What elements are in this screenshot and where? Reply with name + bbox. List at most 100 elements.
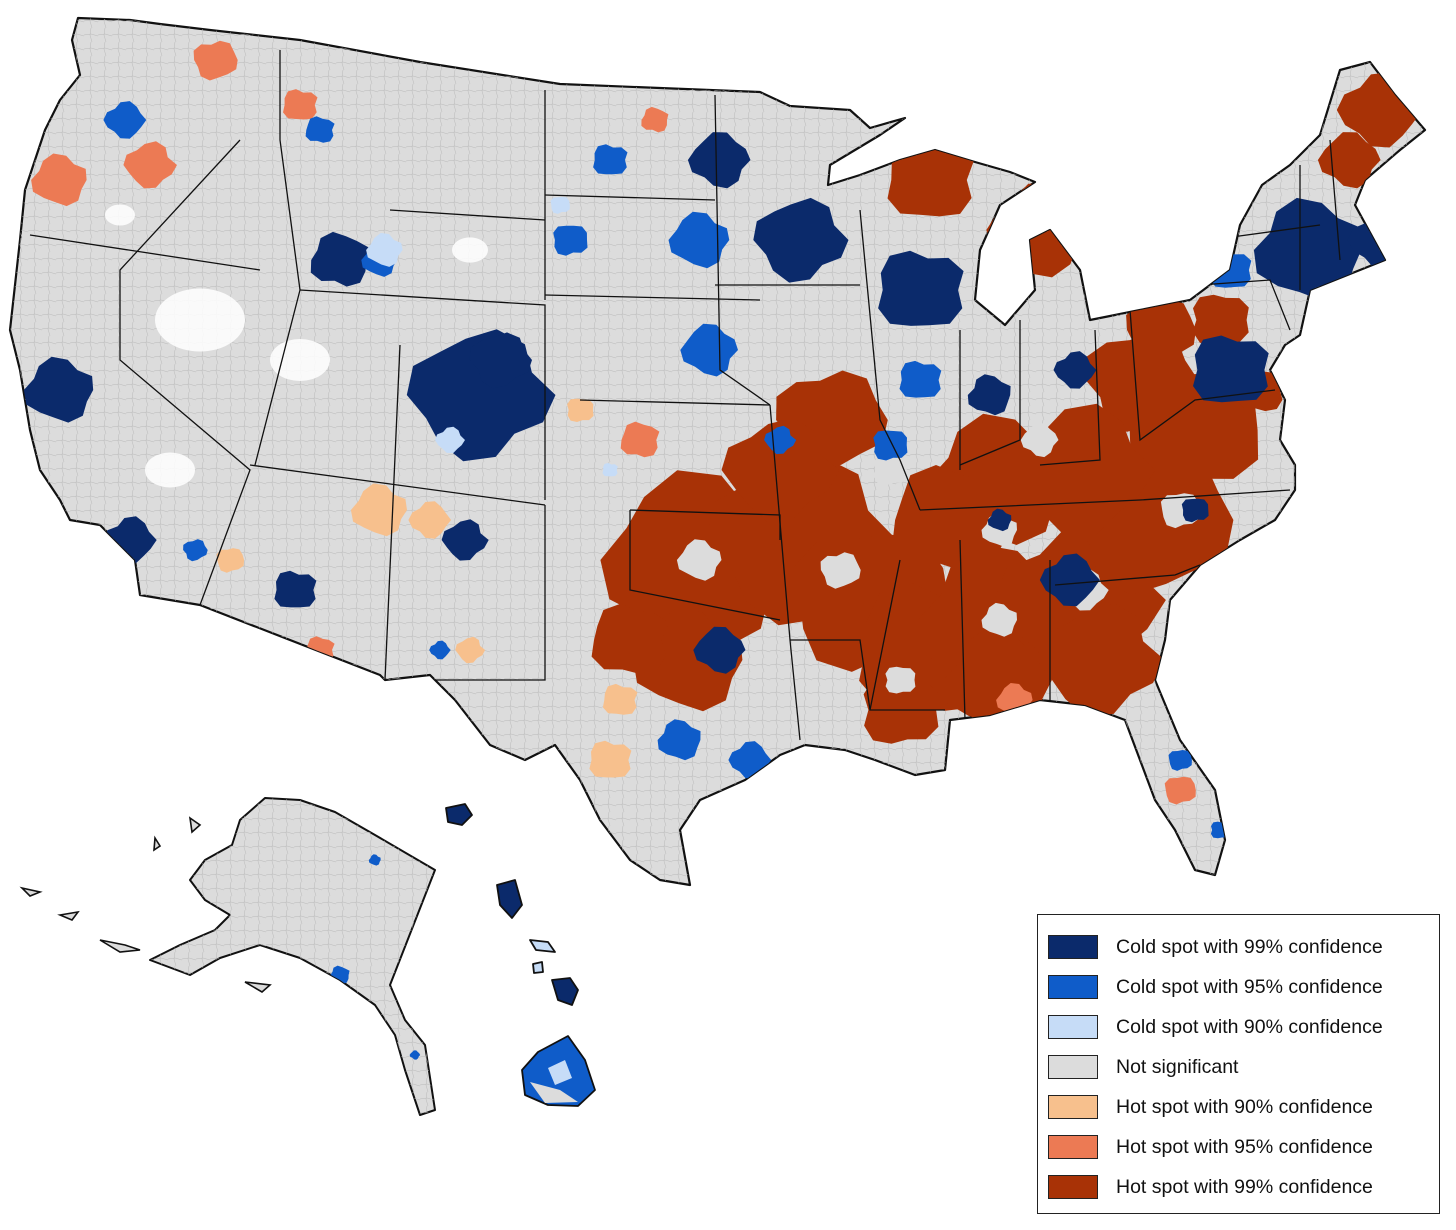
cluster-cold95 — [873, 430, 908, 461]
cluster-cold99 — [753, 197, 849, 283]
cluster-cold99 — [967, 374, 1011, 416]
hawaii-kauai — [445, 803, 473, 826]
cluster-cold90 — [434, 426, 465, 453]
no-data-area — [105, 204, 135, 226]
cluster-cold90 — [550, 196, 570, 214]
cluster-ns — [873, 455, 908, 486]
cluster-hot95 — [283, 89, 318, 120]
cluster-hot90 — [602, 683, 638, 715]
cluster-cold95 — [680, 323, 738, 377]
cluster-cold99 — [310, 231, 369, 287]
legend-label-hot99: Hot spot with 99% confidence — [1116, 1175, 1373, 1198]
cluster-cold95 — [899, 360, 942, 398]
cluster-cold99 — [1039, 553, 1100, 607]
no-data-area — [145, 452, 195, 488]
cluster-hot99 — [892, 465, 1009, 572]
hawaii-lanai — [532, 961, 544, 974]
legend-item-cold90: Cold spot with 90% confidence — [1048, 1007, 1439, 1047]
legend-label-hot90: Hot spot with 90% confidence — [1116, 1095, 1373, 1118]
cluster-cold95 — [657, 719, 701, 761]
cluster-cold95 — [409, 1050, 421, 1060]
cluster-hot99 — [1126, 299, 1196, 363]
no-data-area — [452, 237, 488, 263]
cluster-cold95 — [429, 640, 451, 660]
cluster-hot99 — [721, 418, 840, 522]
legend: Cold spot with 99% confidence Cold spot w… — [1037, 914, 1440, 1214]
cluster-ns — [885, 666, 916, 694]
cluster-cold95 — [1210, 821, 1230, 839]
no-data-area — [270, 339, 330, 381]
cluster-cold99 — [469, 332, 532, 389]
legend-swatch-hot90 — [1048, 1095, 1098, 1119]
legend-swatch-hot95 — [1048, 1135, 1098, 1159]
cluster-cold95 — [553, 225, 588, 256]
legend-swatch-cold95 — [1048, 975, 1098, 999]
legend-swatch-cold90 — [1048, 1015, 1098, 1039]
legend-swatch-cold99 — [1048, 935, 1098, 959]
cluster-cold99 — [1053, 351, 1097, 389]
hawaii — [445, 803, 596, 1107]
legend-label-cold90: Cold spot with 90% confidence — [1116, 1015, 1383, 1038]
cluster-hot95 — [641, 106, 669, 133]
cluster-cold99 — [878, 250, 964, 326]
cluster-hot90 — [408, 501, 452, 539]
cluster-cold90 — [602, 463, 618, 477]
cluster-cold99 — [1193, 335, 1269, 403]
cluster-hot99 — [1317, 132, 1381, 189]
cluster-cold99 — [693, 626, 746, 674]
cluster-cold95 — [368, 854, 381, 866]
legend-swatch-hot99 — [1048, 1175, 1098, 1199]
hawaii-maui — [551, 977, 579, 1006]
legend-item-cold95: Cold spot with 95% confidence — [1048, 967, 1439, 1007]
cluster-ns — [1020, 423, 1059, 458]
cluster-hot99 — [1192, 294, 1249, 345]
no-data-area — [155, 288, 245, 352]
legend-label-cold99: Cold spot with 99% confidence — [1116, 935, 1383, 958]
cluster-hot90 — [216, 548, 245, 573]
cluster-hot95 — [31, 153, 87, 207]
legend-label-ns: Not significant — [1116, 1055, 1239, 1078]
cluster-ns — [820, 552, 861, 589]
cluster-hot90 — [567, 398, 594, 422]
cluster-hot90 — [589, 740, 632, 778]
cluster-cold99 — [23, 356, 94, 423]
legend-item-ns: Not significant — [1048, 1047, 1439, 1087]
cluster-cold95 — [183, 539, 208, 562]
alaska — [19, 797, 436, 1116]
cluster-cold90 — [366, 233, 403, 267]
legend-item-hot90: Hot spot with 90% confidence — [1048, 1087, 1439, 1127]
cluster-hot95 — [193, 40, 238, 81]
state-borders — [29, 50, 1341, 741]
cluster-cold99 — [987, 508, 1012, 532]
cluster-hot95 — [620, 421, 660, 458]
cluster-cold95 — [103, 101, 147, 139]
cluster-ns — [981, 602, 1017, 637]
cluster-cold99 — [441, 519, 489, 561]
cluster-cold95 — [668, 211, 730, 269]
cluster-ns — [676, 539, 722, 581]
cluster-cold99 — [1181, 498, 1209, 523]
legend-item-cold99: Cold spot with 99% confidence — [1048, 927, 1439, 967]
hawaii-molokai — [529, 939, 556, 953]
cluster-cold95 — [1168, 750, 1192, 771]
cluster-hot99 — [887, 140, 974, 217]
legend-item-hot99: Hot spot with 99% confidence — [1048, 1167, 1439, 1207]
legend-swatch-ns — [1048, 1055, 1098, 1079]
cluster-cold99 — [274, 570, 317, 608]
cluster-cold99 — [687, 132, 751, 189]
aleutian-islands — [19, 816, 272, 993]
cluster-cold95 — [593, 144, 628, 175]
cluster-hot95 — [1164, 776, 1196, 805]
cluster-hot99 — [1036, 603, 1165, 717]
contiguous-us — [8, 16, 1427, 887]
cluster-hot95 — [123, 141, 177, 189]
legend-item-hot95: Hot spot with 95% confidence — [1048, 1127, 1439, 1167]
legend-label-cold95: Cold spot with 95% confidence — [1116, 975, 1383, 998]
hawaii-oahu — [496, 879, 523, 919]
cluster-hot90 — [455, 636, 486, 664]
legend-label-hot95: Hot spot with 95% confidence — [1116, 1135, 1373, 1158]
cluster-cold99 — [1253, 197, 1362, 301]
cluster-hot99 — [591, 603, 669, 674]
cluster-cold95 — [305, 116, 335, 143]
